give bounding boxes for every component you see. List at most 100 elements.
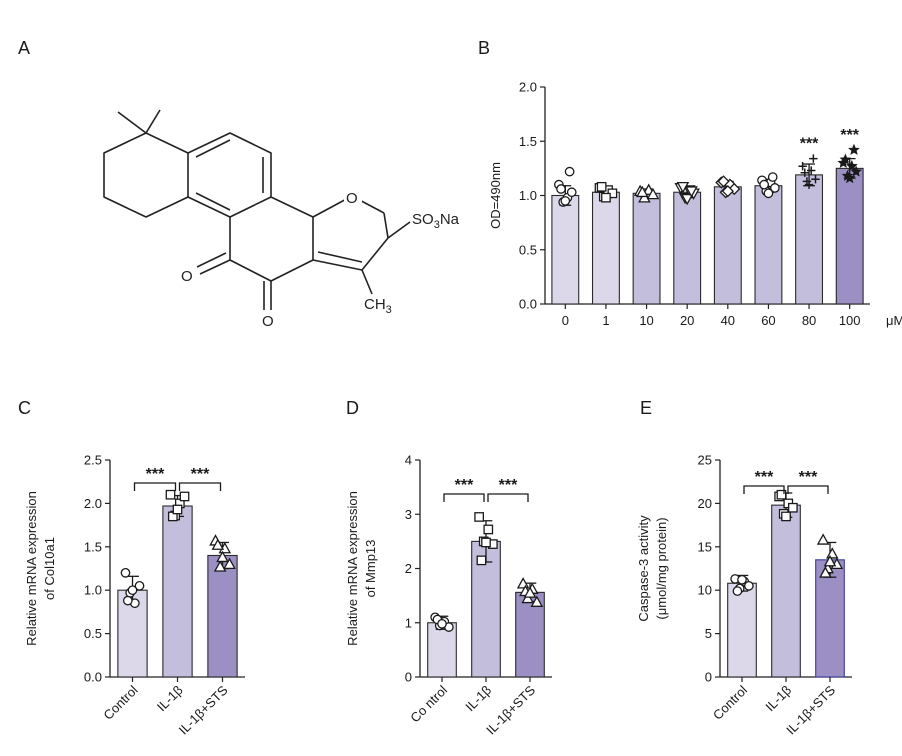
y-tick-label: 2 [405, 561, 412, 576]
y-tick-label: 0 [405, 670, 412, 685]
bar [632, 192, 661, 305]
data-point [819, 566, 832, 578]
y-axis-label-line: of Mmp13 [363, 540, 378, 598]
y-tick-label: 0.5 [519, 242, 537, 257]
data-point [798, 162, 807, 171]
data-point [530, 595, 544, 607]
data-point [676, 181, 690, 194]
y-tick-label: 2.5 [84, 453, 102, 468]
data-point [638, 191, 651, 203]
data-point [717, 175, 730, 188]
data-point [825, 547, 839, 559]
x-tick-label: 60 [761, 313, 775, 328]
significance-bracket [133, 482, 177, 491]
y-tick-label: 3 [405, 507, 412, 522]
significance-stars: *** [799, 469, 818, 486]
significance-stars: *** [755, 469, 774, 486]
y-tick-label: 1.5 [519, 134, 537, 149]
data-point [474, 512, 484, 522]
data-point [767, 172, 778, 182]
x-tick-label: 100 [839, 313, 861, 328]
y-tick-label: 2.0 [519, 80, 537, 95]
panel-label-b: B [478, 38, 491, 58]
data-point [521, 591, 535, 604]
data-point [763, 188, 774, 199]
significance-stars: *** [840, 127, 859, 144]
data-point [523, 586, 537, 598]
x-tick-label: 40 [721, 313, 735, 328]
bar [795, 174, 824, 305]
y-tick-label: 1.0 [519, 188, 537, 203]
significance-bracket [787, 485, 829, 494]
data-point [770, 183, 780, 193]
y-axis-label-line: Caspase-3 activity [636, 515, 651, 622]
data-point [216, 550, 229, 563]
data-point [172, 504, 183, 515]
panel-label-d: D [346, 398, 359, 418]
data-point [848, 143, 860, 155]
data-point [476, 555, 487, 566]
data-point [850, 165, 863, 177]
bar [835, 167, 864, 305]
data-point [728, 182, 741, 196]
significance-stars: *** [146, 466, 165, 483]
bar [771, 504, 801, 678]
x-tick-label: Control [710, 682, 750, 722]
significance-stars: *** [800, 136, 819, 153]
data-point [788, 502, 798, 513]
data-point [483, 524, 494, 535]
y-tick-label: 10 [698, 583, 712, 598]
data-point [179, 491, 190, 502]
x-tick-label: 10 [639, 313, 653, 328]
data-point [816, 533, 830, 545]
data-point [601, 192, 611, 203]
data-point [556, 184, 566, 194]
y-axis-label-line: of Col10a1 [42, 537, 57, 600]
x-tick-label: 20 [680, 313, 694, 328]
y-tick-label: 1.0 [84, 583, 102, 598]
bar [754, 185, 783, 305]
bar [727, 582, 757, 678]
panel-label-c: C [18, 398, 31, 418]
significance-stars: *** [455, 477, 474, 494]
y-tick-label: 20 [698, 496, 712, 511]
data-point [843, 171, 856, 184]
data-point [732, 586, 743, 596]
significance-bracket [178, 482, 222, 491]
data-point [807, 166, 816, 175]
data-point [120, 567, 131, 578]
data-point [737, 574, 747, 585]
data-point [721, 185, 734, 198]
data-point [596, 181, 607, 192]
bar [673, 191, 702, 305]
y-tick-label: 0.0 [84, 670, 102, 685]
data-point [759, 179, 769, 190]
x-unit-label: μM [886, 313, 902, 328]
y-tick-label: 0.0 [519, 297, 537, 312]
significance-stars: *** [499, 477, 518, 494]
data-point [560, 196, 571, 206]
y-tick-label: 0 [705, 670, 712, 685]
data-point [776, 489, 787, 500]
y-tick-label: 15 [698, 539, 712, 554]
data-point [809, 154, 818, 163]
data-point [680, 193, 694, 206]
data-point [845, 160, 858, 172]
y-axis-label: OD=490nm [488, 162, 503, 229]
bar [713, 186, 742, 305]
data-point [823, 555, 837, 567]
y-tick-label: 1 [405, 615, 412, 630]
significance-bracket [487, 493, 529, 502]
data-point [134, 581, 145, 591]
data-point [211, 538, 225, 550]
panel-label-e: E [640, 398, 653, 418]
y-tick-label: 25 [698, 453, 712, 468]
y-tick-label: 4 [405, 453, 412, 468]
data-point [165, 489, 176, 500]
data-point [804, 180, 814, 189]
data-point [646, 187, 660, 200]
bar [551, 194, 580, 305]
